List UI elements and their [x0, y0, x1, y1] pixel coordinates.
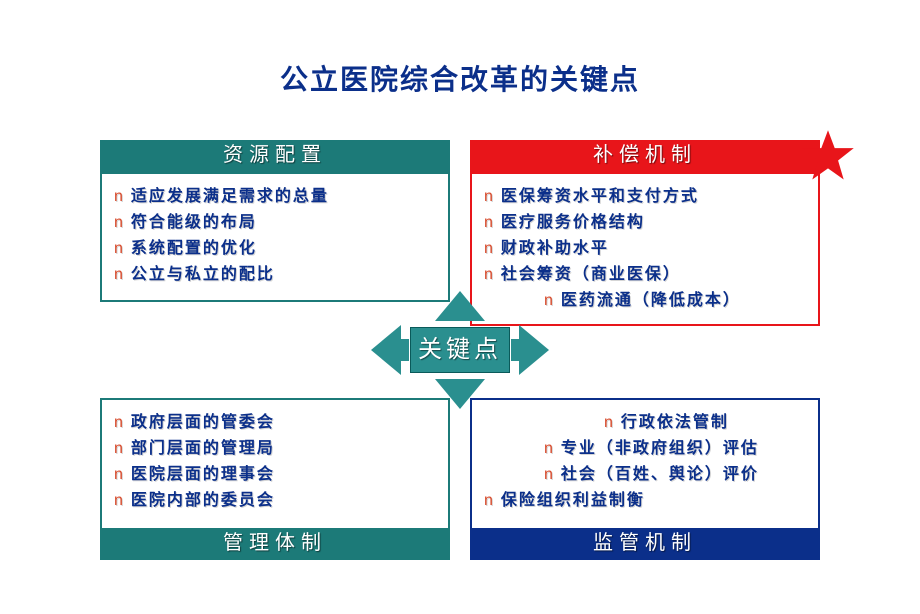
- list-item-text: 部门层面的管理局: [131, 440, 275, 457]
- list-item-text: 医保筹资水平和支付方式: [501, 188, 699, 205]
- list-item: n 医疗服务价格结构: [484, 210, 806, 236]
- list-item: n 行政依法管制: [484, 410, 806, 436]
- list-item-text: 医药流通（降低成本）: [561, 292, 741, 309]
- bullet-icon: n: [544, 466, 555, 483]
- list-item-text: 财政补助水平: [501, 240, 609, 257]
- quadrant-supervision: n 行政依法管制 n 专业（非政府组织）评估 n 社会（百姓、舆论）评价 n 保险组织利益制衡…: [470, 398, 820, 560]
- hub-arrow-up: [435, 291, 485, 321]
- list-item: n 医保筹资水平和支付方式: [484, 184, 806, 210]
- list-item-text: 社会筹资（商业医保）: [501, 266, 681, 283]
- list-item: n 政府层面的管委会: [114, 410, 436, 436]
- list-item: n 专业（非政府组织）评估: [484, 436, 806, 462]
- star-icon: [800, 128, 856, 184]
- hub-arrow-down: [435, 379, 485, 409]
- list-item-text: 符合能级的布局: [131, 214, 257, 231]
- list-item-text: 专业（非政府组织）评估: [561, 440, 759, 457]
- bullet-icon: n: [114, 414, 125, 431]
- bullet-icon: n: [114, 492, 125, 509]
- list-item: n 社会（百姓、舆论）评价: [484, 462, 806, 488]
- bullet-icon: n: [114, 188, 125, 205]
- list-item: n 符合能级的布局: [114, 210, 436, 236]
- bullet-icon: n: [484, 492, 495, 509]
- list-item-text: 政府层面的管委会: [131, 414, 275, 431]
- quadrant-header: 资源配置: [100, 140, 450, 172]
- quadrant-resources: 资源配置 n 适应发展满足需求的总量 n 符合能级的布局 n 系统配置的优化 n 公立与私立的配…: [100, 140, 450, 302]
- list-item-text: 公立与私立的配比: [131, 266, 275, 283]
- quadrant-management: n 政府层面的管委会 n 部门层面的管理局 n 医院层面的理事会 n 医院内部的委员会管理体制: [100, 398, 450, 560]
- hub-label: 关键点: [410, 327, 510, 373]
- bullet-icon: n: [114, 440, 125, 457]
- center-hub: 关键点: [385, 305, 535, 395]
- list-item: n 保险组织利益制衡: [484, 488, 806, 514]
- quadrant-body: n 适应发展满足需求的总量 n 符合能级的布局 n 系统配置的优化 n 公立与私立的配比: [100, 172, 450, 302]
- bullet-icon: n: [484, 266, 495, 283]
- diagram-container: 资源配置 n 适应发展满足需求的总量 n 符合能级的布局 n 系统配置的优化 n 公立与私立的配…: [100, 140, 820, 560]
- list-item-text: 保险组织利益制衡: [501, 492, 645, 509]
- list-item: n 财政补助水平: [484, 236, 806, 262]
- hub-arrow-left: [371, 325, 401, 375]
- list-item-text: 医院层面的理事会: [131, 466, 275, 483]
- list-item: n 部门层面的管理局: [114, 436, 436, 462]
- bullet-icon: n: [114, 466, 125, 483]
- bullet-icon: n: [484, 240, 495, 257]
- quadrant-header: 监管机制: [470, 528, 820, 560]
- bullet-icon: n: [544, 292, 555, 309]
- bullet-icon: n: [114, 266, 125, 283]
- hub-arrow-right: [519, 325, 549, 375]
- list-item: n 医院层面的理事会: [114, 462, 436, 488]
- bullet-icon: n: [114, 240, 125, 257]
- bullet-icon: n: [114, 214, 125, 231]
- list-item-text: 社会（百姓、舆论）评价: [561, 466, 759, 483]
- quadrant-header: 管理体制: [100, 528, 450, 560]
- quadrant-body: n 行政依法管制 n 专业（非政府组织）评估 n 社会（百姓、舆论）评价 n 保险组织利益制衡: [470, 398, 820, 528]
- list-item: n 医院内部的委员会: [114, 488, 436, 514]
- quadrant-body: n医保筹资水平和支付方式n医疗服务价格结构n财政补助水平n社会筹资（商业医保）n…: [470, 172, 820, 326]
- bullet-icon: n: [484, 214, 495, 231]
- bullet-icon: n: [544, 440, 555, 457]
- list-item-text: 医疗服务价格结构: [501, 214, 645, 231]
- list-item-text: 适应发展满足需求的总量: [131, 188, 329, 205]
- quadrant-compensation: 补偿机制 n 医保筹资水平和支付方式 n 医疗服务价格结构 n 财政补助水平 n 社会筹资（商业…: [470, 140, 820, 326]
- quadrant-body: n 政府层面的管委会 n 部门层面的管理局 n 医院层面的理事会 n 医院内部的委员会: [100, 398, 450, 528]
- bullet-icon: n: [604, 414, 615, 431]
- list-item-text: 医院内部的委员会: [131, 492, 275, 509]
- list-item-text: 行政依法管制: [621, 414, 729, 431]
- page-title: 公立医院综合改革的关键点: [0, 0, 920, 98]
- bullet-icon: n: [484, 188, 495, 205]
- list-item: n 公立与私立的配比: [114, 262, 436, 288]
- list-item: n 适应发展满足需求的总量: [114, 184, 436, 210]
- list-item: n 系统配置的优化: [114, 236, 436, 262]
- quadrant-header: 补偿机制: [470, 140, 820, 172]
- list-item: n 社会筹资（商业医保）: [484, 262, 806, 288]
- list-item-text: 系统配置的优化: [131, 240, 257, 257]
